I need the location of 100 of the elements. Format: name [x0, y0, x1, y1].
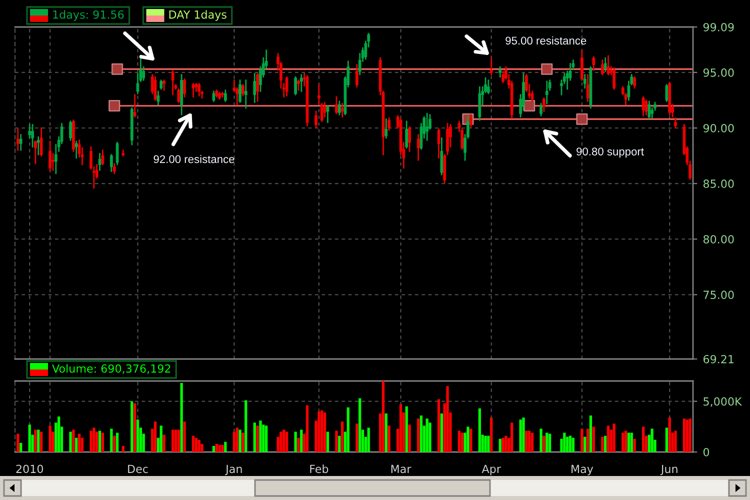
bar: [382, 381, 385, 452]
bar: [215, 444, 218, 452]
bar: [601, 436, 604, 452]
candlestick: [642, 96, 645, 116]
bar: [563, 432, 566, 452]
bar: [134, 403, 136, 452]
candlestick: [198, 82, 201, 96]
bar: [130, 401, 134, 452]
bar: [528, 430, 531, 452]
bar: [437, 399, 440, 452]
candlestick: [122, 150, 125, 156]
bar: [622, 432, 624, 452]
point: [524, 100, 536, 112]
bar: [236, 428, 238, 452]
candlestick: [294, 76, 297, 96]
bar: [101, 432, 104, 452]
bar: [584, 436, 586, 452]
candlestick: [408, 126, 411, 152]
bar: [338, 436, 341, 452]
y-tick-label: 69.21: [704, 354, 734, 364]
bar: [282, 430, 286, 452]
bar: [548, 434, 552, 452]
bar: [460, 432, 464, 452]
bar: [40, 432, 43, 452]
bar: [194, 438, 198, 452]
legend-label: Volume: 690,376,192: [52, 364, 170, 374]
bar: [522, 418, 525, 452]
bar: [586, 428, 590, 452]
bar: [606, 426, 610, 452]
x-tick-label: Feb: [310, 464, 328, 474]
bar: [300, 430, 303, 452]
bar: [256, 426, 259, 452]
candlestick: [116, 142, 119, 166]
candlestick: [338, 100, 341, 116]
bar: [72, 430, 75, 452]
y-tick-label: 95.00: [703, 68, 734, 77]
x-tick-label: Jan: [225, 464, 242, 476]
candlestick: [502, 70, 504, 84]
bar: [682, 418, 686, 452]
bar: [612, 424, 616, 452]
point: [541, 63, 553, 75]
bar: [335, 430, 338, 452]
candlestick: [212, 90, 216, 102]
bar: [367, 428, 370, 452]
bar: [674, 430, 677, 452]
bar: [78, 434, 81, 452]
bar: [484, 436, 487, 452]
y-tick-label: 99.09: [703, 22, 734, 32]
bar: [546, 432, 548, 452]
candlestick: [156, 90, 160, 106]
bar: [568, 436, 572, 452]
candlestick: [253, 72, 256, 104]
bar: [502, 438, 504, 452]
bar: [58, 416, 60, 452]
x-tick-label: Mar: [391, 464, 412, 474]
bar: [160, 426, 162, 452]
candlestick: [40, 127, 43, 156]
candlestick: [540, 102, 542, 116]
candlestick: [162, 80, 166, 91]
candlestick: [224, 90, 227, 102]
bar: [487, 436, 490, 452]
point: [112, 63, 124, 75]
candlestick: [183, 78, 186, 98]
candlestick: [177, 88, 180, 104]
candlestick: [486, 80, 490, 94]
candlestick: [256, 72, 260, 102]
x-tick-label: May: [572, 464, 594, 476]
candlestick: [314, 110, 318, 129]
bar: [262, 424, 265, 452]
bar: [110, 428, 113, 452]
legend-label: 1days: 91.56: [53, 10, 124, 21]
candlestick: [31, 124, 34, 148]
bar: [668, 418, 671, 452]
bar: [592, 426, 595, 452]
candlestick: [545, 80, 548, 104]
bar: [183, 422, 186, 452]
bar: [580, 428, 584, 452]
bar: [466, 426, 470, 452]
bar: [218, 444, 221, 452]
x-tick-label: Apr: [482, 464, 501, 476]
x-tick-label: Jun: [660, 464, 678, 476]
bar: [624, 430, 628, 452]
candlestick: [238, 80, 242, 104]
y-tick-label: 5,000K: [704, 397, 742, 407]
bar: [458, 430, 461, 452]
bar: [122, 446, 124, 452]
candlestick: [242, 84, 244, 96]
bar: [265, 426, 268, 452]
candlestick: [244, 80, 248, 109]
bar: [630, 432, 633, 452]
bar: [642, 426, 645, 452]
candlestick: [648, 100, 651, 119]
bar: [326, 432, 330, 452]
candlestick: [16, 128, 20, 151]
candlestick: [154, 76, 157, 101]
candlestick: [101, 150, 104, 166]
bar: [75, 438, 78, 452]
bar: [686, 420, 688, 452]
candlestick: [335, 96, 338, 114]
bar: [510, 422, 514, 452]
